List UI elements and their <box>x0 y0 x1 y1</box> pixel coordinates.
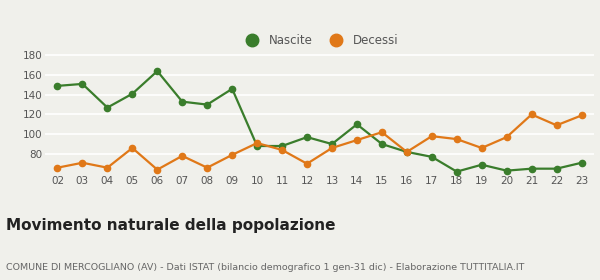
Decessi <box>553 124 560 127</box>
Nascite <box>79 82 86 86</box>
Decessi <box>353 138 361 142</box>
Line: Nascite: Nascite <box>55 68 584 175</box>
Decessi <box>378 130 385 134</box>
Nascite <box>129 92 136 95</box>
Nascite <box>54 84 61 88</box>
Decessi <box>578 114 585 117</box>
Nascite <box>254 144 261 148</box>
Legend: Nascite, Decessi: Nascite, Decessi <box>236 29 403 52</box>
Decessi <box>104 166 111 169</box>
Nascite <box>229 87 236 90</box>
Decessi <box>428 134 436 138</box>
Decessi <box>528 113 535 116</box>
Decessi <box>304 162 311 165</box>
Decessi <box>79 161 86 164</box>
Nascite <box>503 169 510 172</box>
Nascite <box>203 103 211 106</box>
Nascite <box>528 167 535 170</box>
Decessi <box>503 136 510 139</box>
Nascite <box>353 123 361 126</box>
Decessi <box>179 154 186 158</box>
Nascite <box>179 100 186 103</box>
Decessi <box>278 148 286 152</box>
Decessi <box>328 146 335 150</box>
Nascite <box>403 150 410 154</box>
Nascite <box>578 161 585 164</box>
Nascite <box>453 170 460 173</box>
Decessi <box>54 166 61 169</box>
Decessi <box>478 146 485 150</box>
Text: COMUNE DI MERCOGLIANO (AV) - Dati ISTAT (bilancio demografico 1 gen-31 dic) - El: COMUNE DI MERCOGLIANO (AV) - Dati ISTAT … <box>6 263 524 272</box>
Decessi <box>403 150 410 154</box>
Nascite <box>478 163 485 166</box>
Nascite <box>378 142 385 146</box>
Nascite <box>553 167 560 170</box>
Decessi <box>229 153 236 157</box>
Nascite <box>104 106 111 109</box>
Decessi <box>154 168 161 171</box>
Line: Decessi: Decessi <box>55 111 584 173</box>
Nascite <box>328 142 335 146</box>
Nascite <box>278 144 286 148</box>
Decessi <box>254 141 261 145</box>
Nascite <box>304 136 311 139</box>
Text: Movimento naturale della popolazione: Movimento naturale della popolazione <box>6 218 335 234</box>
Decessi <box>129 146 136 150</box>
Nascite <box>154 69 161 73</box>
Decessi <box>203 166 211 169</box>
Decessi <box>453 137 460 141</box>
Nascite <box>428 155 436 158</box>
